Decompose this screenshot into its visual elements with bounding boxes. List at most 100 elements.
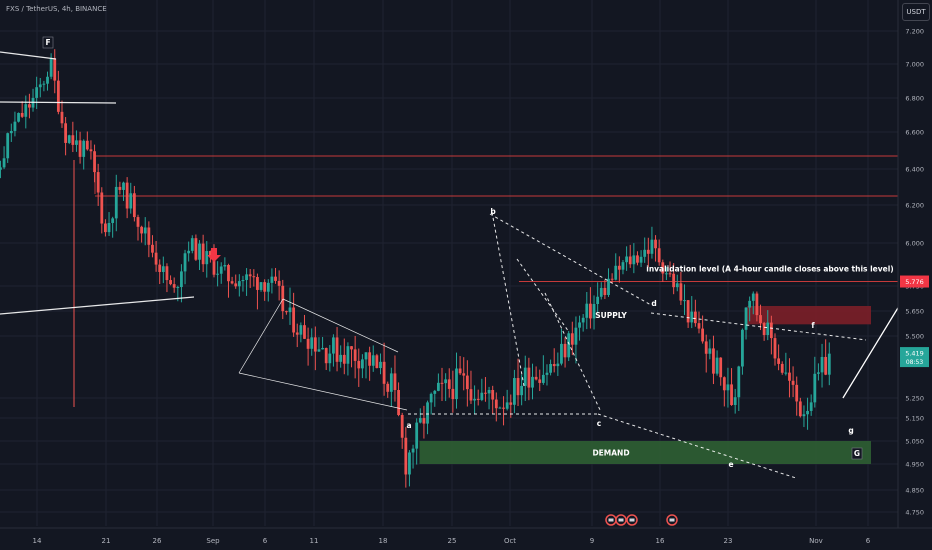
candle-bear	[263, 282, 267, 292]
candle-bear	[759, 315, 762, 324]
candle-bear	[56, 80, 60, 112]
candle-bull	[473, 398, 476, 401]
candle-bull	[219, 266, 223, 274]
candle-bull	[408, 452, 411, 475]
candle-bear	[534, 376, 538, 380]
candle-bear	[661, 262, 665, 274]
candle-bear	[118, 186, 122, 190]
candle-bear	[172, 284, 176, 288]
candle-bear	[762, 323, 766, 336]
candle-bear	[679, 283, 683, 301]
candle-bear	[798, 401, 802, 417]
candle-bear	[292, 307, 296, 333]
candle-bear	[350, 346, 353, 350]
candle-bull	[317, 349, 321, 352]
wave-label-d: d	[651, 299, 656, 308]
candle-bear	[158, 264, 162, 272]
candle-bull	[708, 348, 712, 354]
y-tick-label: 6.000	[905, 240, 924, 248]
candle-bear	[697, 323, 701, 329]
candle-bull	[237, 281, 241, 287]
y-tick-label: 5.500	[905, 333, 924, 341]
candle-bear	[603, 287, 607, 295]
candle-bear	[28, 104, 31, 108]
candle-bear	[212, 257, 216, 275]
candle-bull	[0, 167, 2, 170]
candle-bear	[71, 135, 75, 145]
candle-bear	[194, 238, 198, 260]
candle-bull	[190, 238, 194, 251]
pair-title: FXS / TetherUS, 4h, BINANCE	[6, 5, 107, 13]
candle-bull	[321, 347, 324, 350]
candle-bear	[617, 265, 621, 270]
candle-bull	[245, 274, 248, 280]
candle-bear	[610, 278, 614, 280]
candle-bear	[252, 276, 256, 278]
candle-bull	[487, 389, 491, 394]
candle-bull	[523, 367, 527, 386]
candle-bull	[9, 130, 13, 134]
candle-bear	[462, 373, 466, 376]
candle-bear	[755, 293, 759, 316]
x-tick-label: 21	[102, 537, 111, 545]
candle-bull	[129, 193, 133, 209]
y-tick-label: 5.050	[905, 438, 924, 446]
candle-bull	[82, 140, 86, 157]
candle-bull	[683, 300, 686, 302]
trendline	[544, 292, 602, 413]
candle-bull	[806, 410, 809, 415]
current-price-label: 5.419	[905, 350, 924, 358]
candle-bull	[733, 397, 737, 406]
candle-bear	[404, 437, 408, 475]
x-tick-label: 9	[590, 537, 594, 545]
y-tick-label: 4.850	[905, 487, 924, 495]
candle-bull	[216, 273, 220, 275]
candle-bull	[411, 448, 415, 453]
currency-badge[interactable]: USDT	[902, 3, 930, 21]
candle-bull	[480, 392, 484, 400]
candle-bull	[726, 384, 730, 391]
candle-bull	[567, 333, 571, 358]
candle-bull	[737, 366, 741, 398]
wave-label-c: c	[597, 419, 601, 428]
y-tick-label: 6.200	[905, 202, 924, 210]
y-tick-label: 5.150	[905, 415, 924, 423]
trendlines-layer	[0, 51, 932, 479]
wave-label-f: f	[811, 321, 815, 330]
candle-bear	[769, 322, 773, 339]
candle-bull	[665, 273, 668, 275]
candle-bear	[773, 338, 777, 359]
candle-bear	[509, 402, 513, 405]
candle-bear	[357, 360, 361, 369]
x-tick-label: 25	[448, 537, 457, 545]
candle-bear	[780, 363, 784, 373]
current-price-tag	[900, 347, 929, 368]
candle-bull	[35, 87, 39, 98]
candle-bear	[277, 280, 281, 286]
x-tick-label: Oct	[504, 537, 516, 545]
candle-bear	[151, 244, 154, 253]
trendline	[491, 211, 525, 387]
demand-zone	[419, 441, 871, 464]
y-tick-label: 6.600	[905, 129, 924, 137]
candles-layer	[0, 49, 831, 488]
supply-label: SUPPLY	[595, 311, 627, 320]
candle-bear	[85, 140, 89, 150]
x-tick-label: 26	[153, 537, 162, 545]
candle-bull	[614, 265, 618, 280]
candle-bull	[813, 373, 817, 403]
candle-bear	[248, 274, 252, 277]
candle-bear	[712, 348, 715, 374]
candle-bear	[672, 273, 676, 288]
candle-bull	[715, 357, 719, 374]
candle-bull	[415, 422, 419, 449]
candle-bull	[436, 382, 440, 391]
candle-bear	[93, 151, 96, 173]
candle-bear	[306, 338, 310, 349]
candle-bull	[339, 354, 343, 362]
candle-bull	[560, 343, 563, 364]
trendline	[489, 213, 652, 306]
candle-bull	[328, 353, 332, 364]
candle-bull	[114, 186, 118, 219]
